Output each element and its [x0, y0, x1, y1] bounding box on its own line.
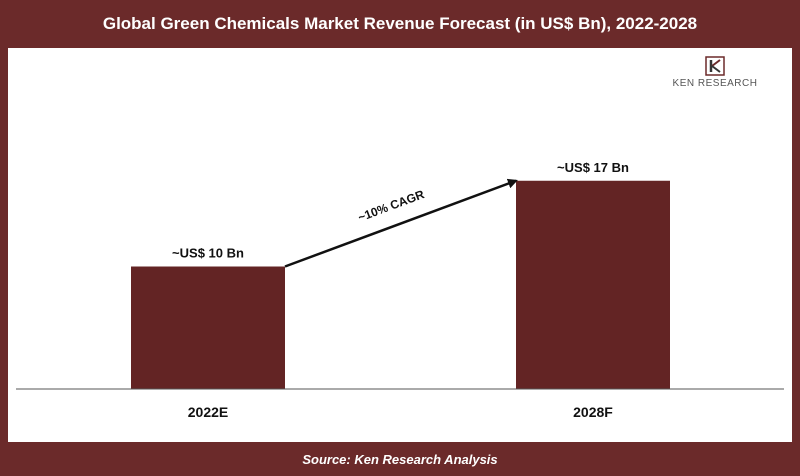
logo-monogram-icon — [705, 56, 725, 76]
source-note: Source: Ken Research Analysis — [0, 442, 800, 476]
x-tick-label-2028f: 2028F — [573, 404, 613, 420]
chart-title: Global Green Chemicals Market Revenue Fo… — [0, 0, 800, 48]
bar-2022e — [131, 266, 285, 389]
logo-text: KEN RESEARCH — [672, 78, 758, 89]
x-tick-label-2022e: 2022E — [188, 404, 228, 420]
bar-2028f — [516, 180, 670, 389]
cagr-arrow — [284, 178, 518, 268]
data-label-2028f: ~US$ 17 Bn — [557, 160, 629, 175]
data-label-2022e: ~US$ 10 Bn — [172, 246, 244, 261]
ken-research-logo: KEN RESEARCH — [660, 56, 770, 96]
